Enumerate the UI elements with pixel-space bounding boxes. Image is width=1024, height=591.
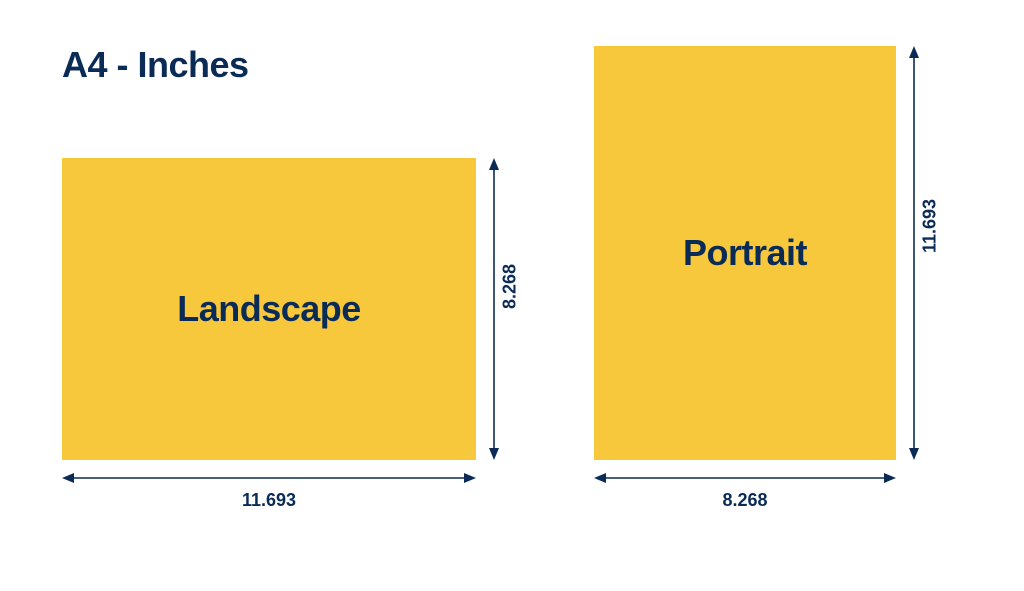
portrait-width-dimension: 8.268 xyxy=(594,468,896,508)
portrait-height-dimension: 11.693 xyxy=(904,46,964,460)
landscape-rect: Landscape xyxy=(62,158,476,460)
landscape-height-arrow xyxy=(484,158,504,460)
landscape-width-dimension: 11.693 xyxy=(62,468,476,508)
portrait-label: Portrait xyxy=(683,232,807,274)
portrait-width-value: 8.268 xyxy=(722,490,767,511)
landscape-label: Landscape xyxy=(177,288,361,330)
portrait-height-arrow xyxy=(904,46,924,460)
portrait-width-arrow xyxy=(594,468,896,488)
portrait-rect: Portrait xyxy=(594,46,896,460)
diagram-canvas: A4 - Inches Landscape 11.693 8.268 Portr… xyxy=(0,0,1024,591)
landscape-height-value: 8.268 xyxy=(500,264,521,309)
landscape-height-dimension: 8.268 xyxy=(484,158,544,460)
landscape-width-arrow xyxy=(62,468,476,488)
portrait-height-value: 11.693 xyxy=(920,199,941,253)
page-title: A4 - Inches xyxy=(62,44,249,86)
landscape-width-value: 11.693 xyxy=(242,490,296,511)
